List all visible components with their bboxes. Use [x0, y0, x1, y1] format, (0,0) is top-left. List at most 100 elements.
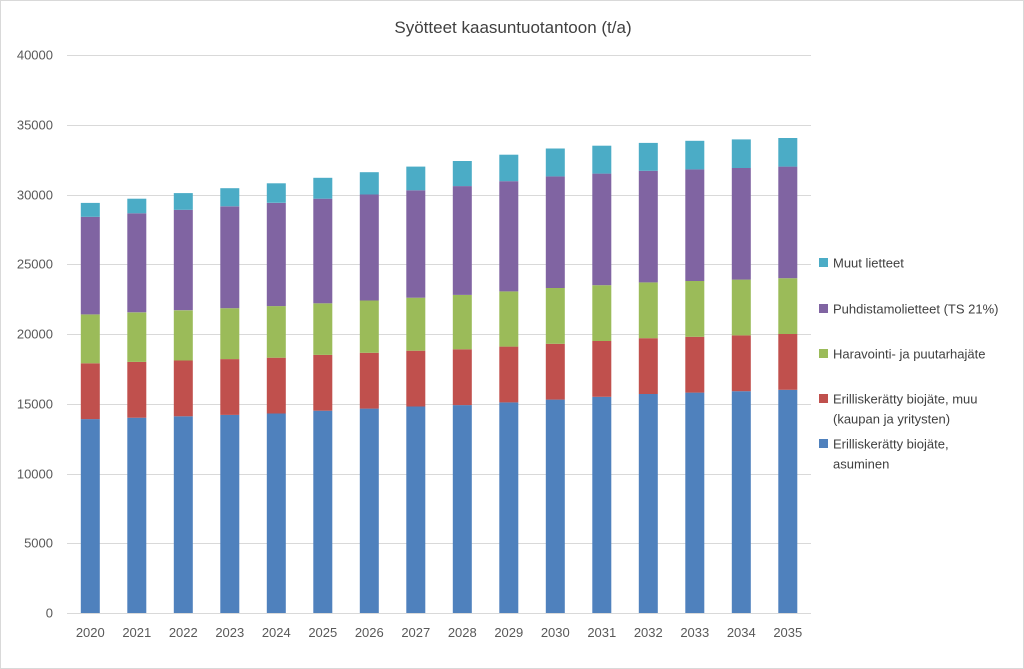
- bar-segment: [127, 312, 147, 362]
- bar-segment: [173, 310, 193, 361]
- bar-segment: [406, 406, 426, 613]
- legend-label-line: Haravointi- ja puutarhajäte: [833, 347, 985, 362]
- bar-segment: [220, 206, 240, 309]
- legend-label: Muut lietteet: [833, 256, 904, 271]
- x-tick-label: 2028: [448, 625, 477, 640]
- bar-segment: [127, 417, 147, 613]
- legend-label-line: (kaupan ja yritysten): [833, 412, 950, 427]
- bar-segment: [406, 166, 426, 191]
- x-tick-label: 2025: [308, 625, 337, 640]
- bar-segment: [731, 139, 751, 168]
- bar-segment: [173, 416, 193, 613]
- bar-segment: [313, 198, 333, 304]
- x-tick-label: 2023: [215, 625, 244, 640]
- bar-segment: [313, 410, 333, 613]
- bar-segment: [127, 213, 147, 313]
- y-tick-label: 20000: [17, 327, 53, 342]
- bar-segment: [220, 188, 240, 207]
- x-tick-label: 2032: [634, 625, 663, 640]
- bar-segment: [266, 357, 286, 414]
- bar-segment: [731, 335, 751, 392]
- bar-segment: [731, 391, 751, 613]
- x-tick-label: 2034: [727, 625, 756, 640]
- legend-swatch: [819, 258, 828, 267]
- bar-segment: [731, 168, 751, 280]
- bar-segment: [592, 341, 612, 397]
- x-tick-label: 2035: [773, 625, 802, 640]
- bar-segment: [545, 148, 565, 177]
- bar-segment: [638, 282, 658, 339]
- bar-segment: [685, 281, 705, 337]
- bar-segment: [685, 169, 705, 281]
- y-tick-label: 30000: [17, 188, 53, 203]
- x-tick-label: 2027: [401, 625, 430, 640]
- bar-segment: [80, 202, 100, 217]
- y-tick-label: 0: [46, 606, 53, 621]
- bar-segment: [406, 190, 426, 298]
- legend-swatch: [819, 439, 828, 448]
- bar-segment: [545, 343, 565, 400]
- legend-swatch: [819, 304, 828, 313]
- y-tick-label: 10000: [17, 467, 53, 482]
- legend-label: Haravointi- ja puutarhajäte: [833, 347, 985, 362]
- bar-segment: [406, 350, 426, 407]
- legend-label-line: Puhdistamolietteet (TS 21%): [833, 302, 998, 317]
- bar-segment: [359, 352, 379, 409]
- y-tick-label: 25000: [17, 257, 53, 272]
- x-tick-label: 2033: [680, 625, 709, 640]
- bar-segment: [592, 396, 612, 613]
- x-tick-label: 2031: [587, 625, 616, 640]
- y-axis-ticks: 0 5000 10000 15000 20000 25000 30000 35000 40000: [17, 48, 53, 621]
- y-tick-label: 35000: [17, 118, 53, 133]
- bar-segment: [80, 363, 100, 420]
- bar-segment: [173, 360, 193, 417]
- legend-label-line: Erilliskerätty biojäte, muu: [833, 392, 978, 407]
- bar-segment: [406, 297, 426, 351]
- bar-segment: [499, 154, 519, 182]
- x-tick-label: 2024: [262, 625, 291, 640]
- bar-segment: [778, 138, 798, 167]
- bar-segment: [313, 177, 333, 199]
- y-tick-label: 15000: [17, 397, 53, 412]
- x-tick-label: 2026: [355, 625, 384, 640]
- bar-segment: [80, 216, 100, 315]
- bar-segment: [592, 285, 612, 341]
- bar-segment: [638, 338, 658, 394]
- bar-segment: [545, 288, 565, 344]
- bar-segment: [685, 336, 705, 393]
- bar-segment: [266, 413, 286, 613]
- bar-segment: [545, 399, 565, 613]
- bar-segment: [359, 300, 379, 353]
- bar-segment: [592, 173, 612, 286]
- bar-segment: [499, 181, 519, 292]
- bars: [80, 138, 798, 613]
- bar-segment: [778, 166, 798, 279]
- chart-title: Syötteet kaasuntuotantoon (t/a): [394, 18, 631, 37]
- x-tick-label: 2029: [494, 625, 523, 640]
- legend: Muut lietteet Puhdistamolietteet (TS 21%)…: [819, 256, 998, 472]
- legend-label: Erilliskerätty biojäte, muu (kaupan ja yr…: [833, 392, 978, 427]
- bar-segment: [266, 306, 286, 358]
- bar-segment: [313, 354, 333, 411]
- bar-segment: [638, 170, 658, 283]
- bar-segment: [545, 176, 565, 288]
- bar-segment: [638, 142, 658, 171]
- x-tick-label: 2030: [541, 625, 570, 640]
- x-tick-label: 2022: [169, 625, 198, 640]
- legend-label-line: asuminen: [833, 457, 889, 472]
- bar-segment: [778, 278, 798, 334]
- bar-segment: [80, 419, 100, 613]
- bar-segment: [685, 140, 705, 170]
- bar-segment: [452, 161, 472, 187]
- x-tick-label: 2021: [122, 625, 151, 640]
- bar-segment: [80, 314, 100, 364]
- bar-segment: [127, 361, 147, 418]
- bar-segment: [220, 359, 240, 415]
- bar-segment: [452, 405, 472, 613]
- bar-segment: [731, 279, 751, 336]
- legend-swatch: [819, 394, 828, 403]
- bar-segment: [173, 193, 193, 210]
- bar-segment: [499, 346, 519, 403]
